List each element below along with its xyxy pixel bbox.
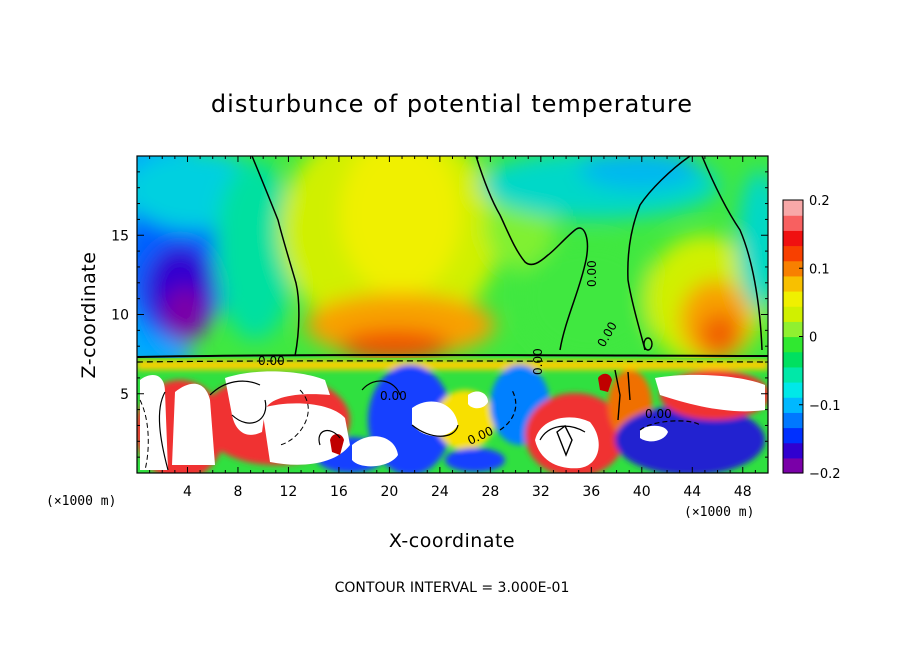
colorbar-swatch (783, 442, 803, 459)
colorbar-swatch (783, 321, 803, 338)
colorbar-swatch (783, 275, 803, 292)
x-tick-label: 28 (481, 484, 499, 500)
x-tick-label: 48 (734, 484, 752, 500)
y-tick-label: 5 (120, 387, 129, 403)
x-tick-label: 8 (233, 484, 242, 500)
upper-field (137, 156, 768, 370)
contour-lines (137, 156, 768, 471)
y-tick-label: 10 (111, 308, 129, 324)
x-tick-label: 4 (183, 484, 192, 500)
x-tick-label: 36 (582, 484, 600, 500)
colorbar-swatch (783, 351, 803, 368)
colorbar: −0.2 −0.1 0 0.1 0.2 (782, 194, 841, 482)
colorbar-swatch (783, 260, 803, 277)
x-axis-label: X-coordinate (389, 530, 515, 552)
x-tick-label: 16 (330, 484, 348, 500)
colorbar-tick-label: 0.2 (809, 194, 830, 209)
colorbar-tick-label: 0 (809, 331, 817, 346)
colorbar-swatch (783, 382, 803, 398)
x-tick-label: 40 (633, 484, 651, 500)
colorbar-swatch (783, 397, 803, 413)
y-tick-label: 15 (111, 228, 129, 244)
colorbar-swatch (783, 412, 803, 429)
y-axis-ticks: 5 10 15 (111, 171, 768, 458)
colorbar-swatch (783, 336, 803, 353)
x-unit-label-left: (×1000 m) (46, 494, 116, 509)
contour-label: 0.00 (258, 354, 285, 368)
contour-label: 0.00 (380, 389, 407, 403)
contour-label: 0.00 (645, 407, 672, 421)
lower-field (137, 358, 768, 473)
colorbar-swatch (783, 427, 803, 444)
colorbar-swatch (783, 200, 803, 216)
colorbar-swatch (783, 291, 803, 307)
contour-label: 0.00 (531, 348, 545, 375)
colorbar-swatch (783, 366, 803, 383)
y-axis-label: Z-coordinate (78, 252, 100, 379)
contour-label: 0.00 (585, 260, 599, 287)
x-tick-label: 20 (380, 484, 398, 500)
colorbar-tick-label: 0.1 (809, 262, 830, 277)
x-tick-label: 24 (431, 484, 449, 500)
colorbar-swatch (783, 245, 803, 262)
colorbar-swatch (783, 306, 803, 322)
colorbar-swatch (783, 215, 803, 231)
x-tick-label: 44 (683, 484, 701, 500)
x-axis-ticks: 4 8 12 16 20 24 28 32 36 40 44 48 (149, 156, 756, 500)
x-tick-label: 32 (532, 484, 550, 500)
chart-title: disturbunce of potential temperature (211, 90, 693, 118)
colorbar-tick-label: −0.2 (809, 467, 841, 482)
colorbar-swatch (783, 457, 803, 474)
colorbar-tick-label: −0.1 (809, 399, 841, 414)
contour-interval-note: CONTOUR INTERVAL = 3.000E-01 (335, 580, 570, 596)
colorbar-swatch (783, 230, 803, 247)
x-tick-label: 12 (280, 484, 298, 500)
x-unit-label-right: (×1000 m) (684, 505, 754, 520)
plot-area: 0.00 0.00 0.00 0.00 0.00 0.00 0.00 (137, 156, 768, 473)
